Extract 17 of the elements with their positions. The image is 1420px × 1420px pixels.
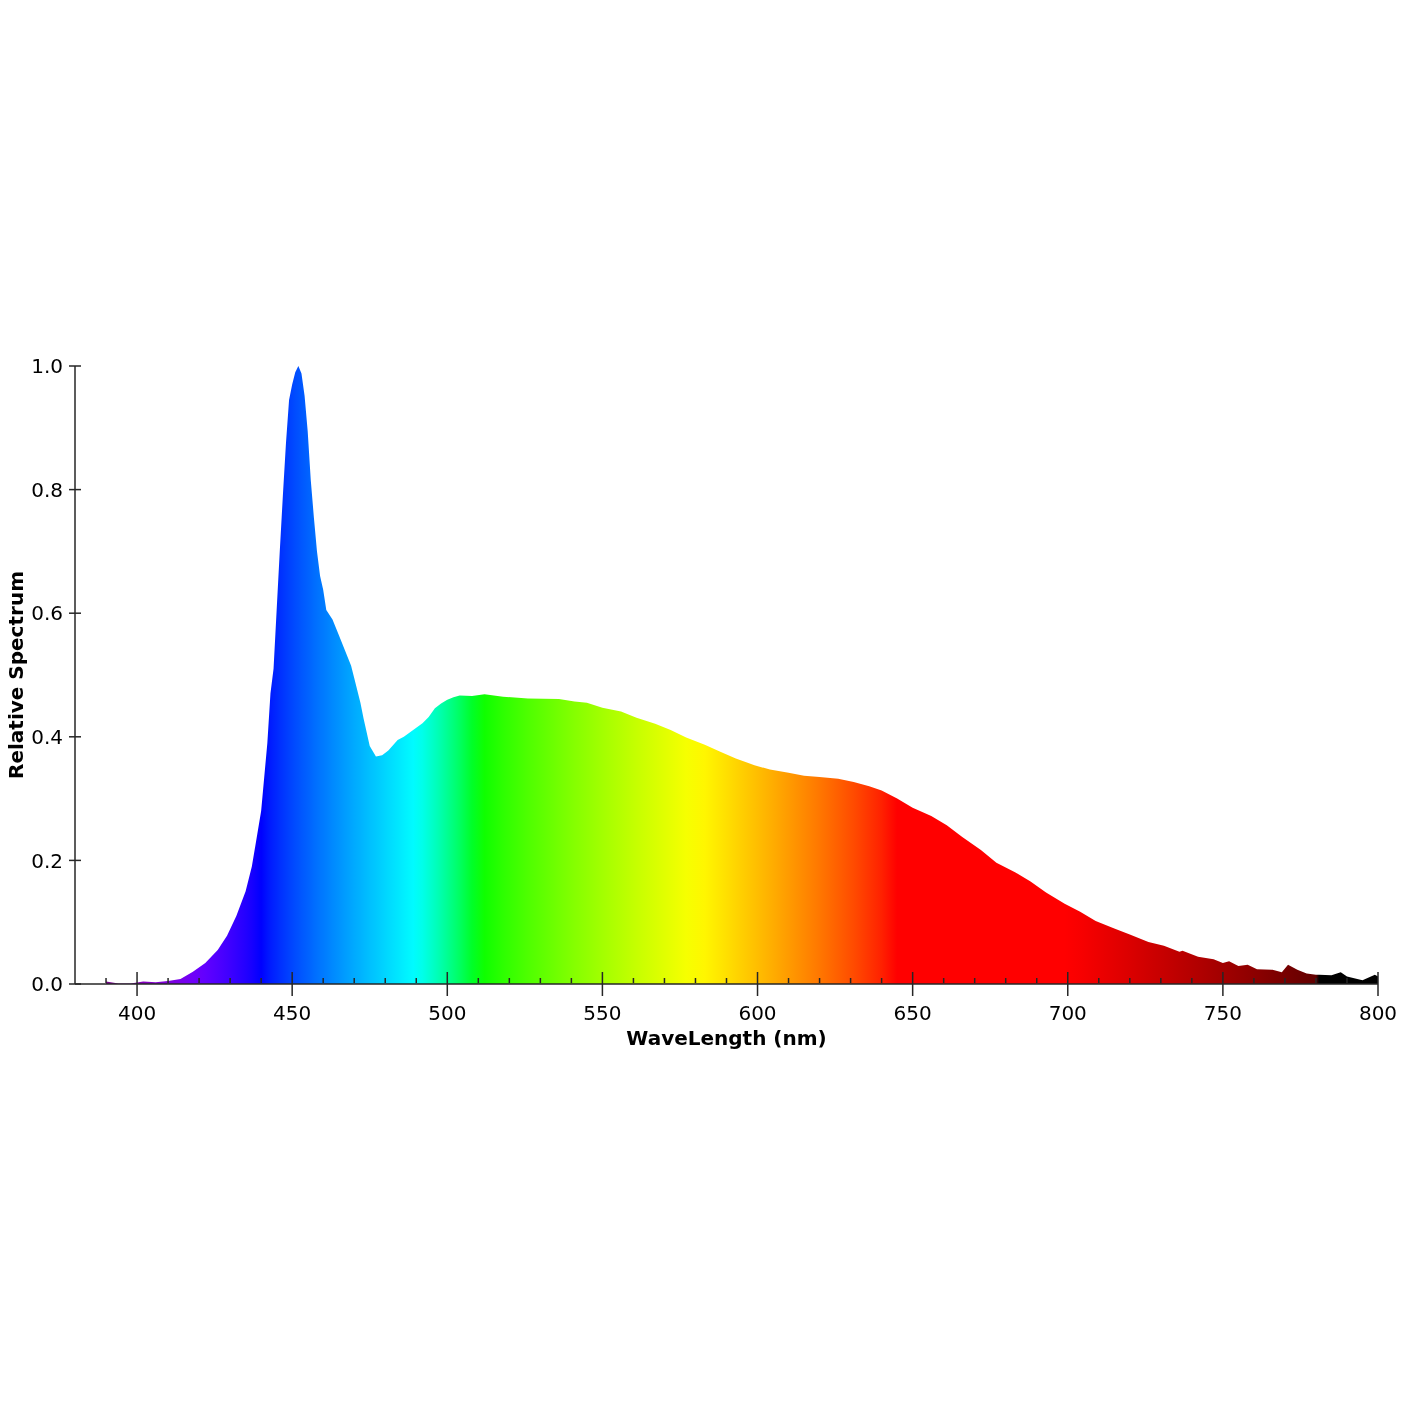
y-tick-label: 0.0: [31, 972, 63, 997]
x-tick-label: 450: [273, 1001, 312, 1025]
x-tick-label: 750: [1203, 1001, 1242, 1025]
y-axis-title: Relative Spectrum: [4, 571, 28, 779]
y-tick-label: 0.8: [31, 477, 63, 502]
x-tick-label: 650: [893, 1001, 932, 1025]
x-tick-label: 500: [428, 1001, 467, 1025]
x-tick-label: 800: [1358, 1001, 1398, 1025]
x-tick-label: 700: [1048, 1001, 1087, 1025]
x-tick-label: 400: [117, 1001, 157, 1025]
y-tick-label: 1.0: [31, 354, 63, 379]
y-tick-label: 0.2: [31, 848, 63, 873]
x-tick-label: 550: [583, 1001, 622, 1025]
x-axis-title: WaveLength (nm): [626, 1026, 827, 1050]
y-tick-label: 0.6: [31, 601, 63, 626]
x-tick-label: 600: [738, 1001, 777, 1025]
y-tick-label: 0.4: [31, 725, 63, 749]
